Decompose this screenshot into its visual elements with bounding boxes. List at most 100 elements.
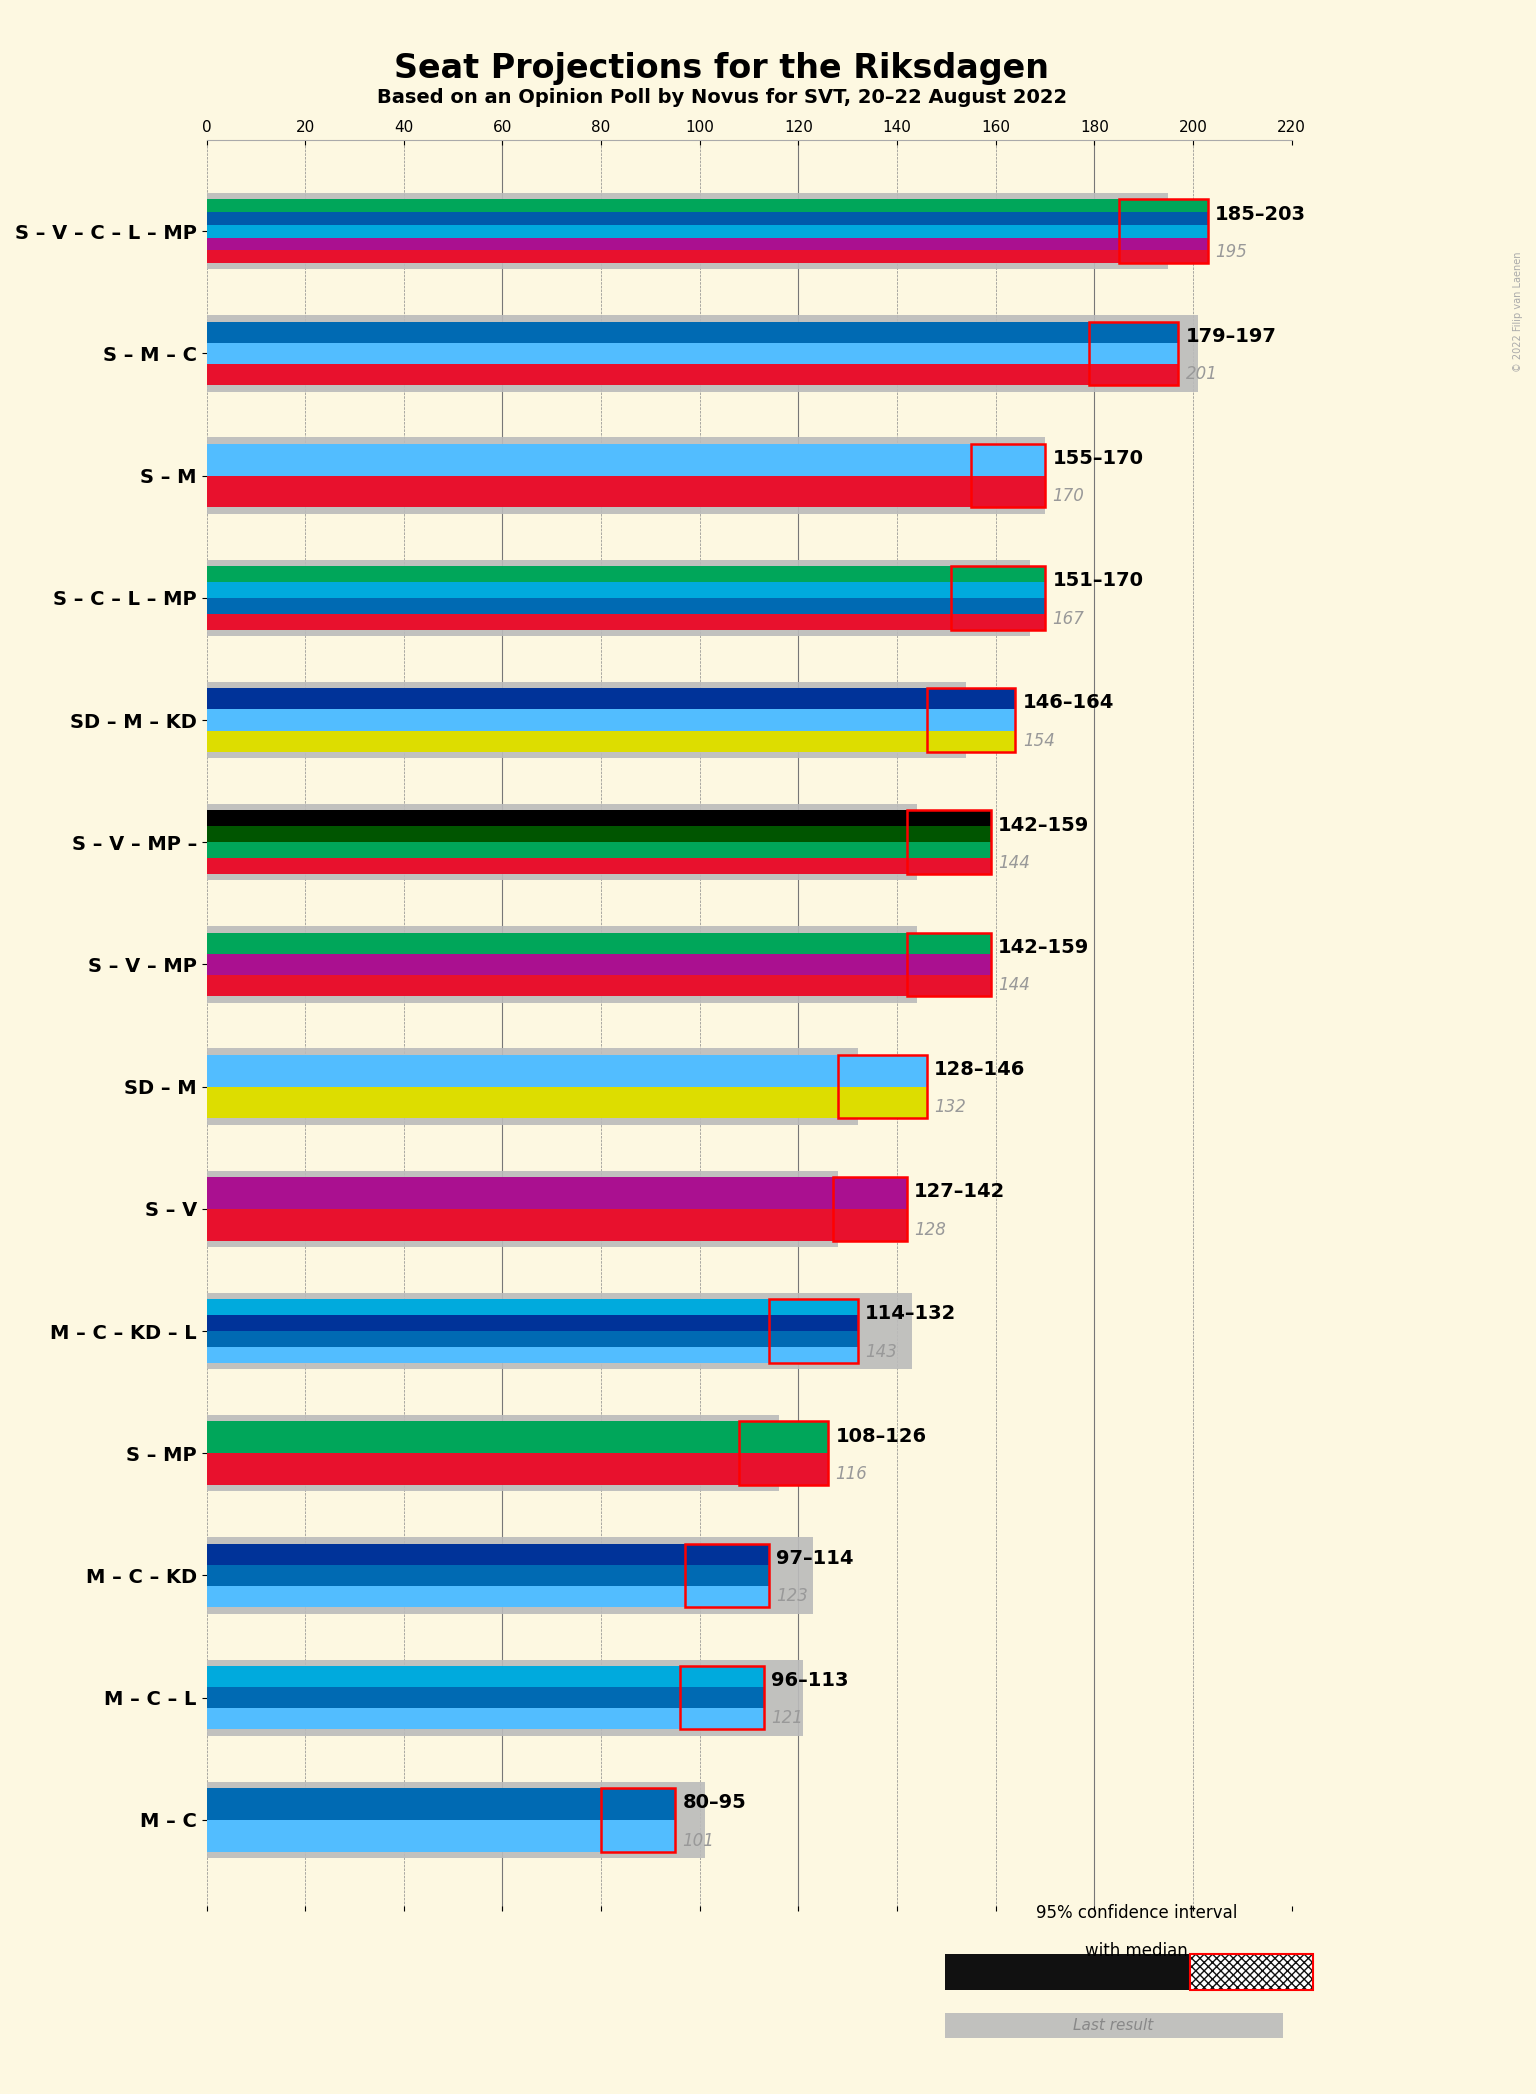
- Bar: [739, 1453, 828, 1485]
- Text: with median: with median: [1086, 1941, 1187, 1960]
- Bar: [207, 1782, 705, 1857]
- Bar: [1118, 237, 1207, 251]
- Bar: [926, 731, 1015, 752]
- Text: © 2022 Filip van Laenen: © 2022 Filip van Laenen: [1513, 251, 1522, 373]
- Bar: [1118, 224, 1207, 237]
- Bar: [207, 322, 1089, 343]
- Bar: [207, 1177, 833, 1208]
- Bar: [770, 1315, 857, 1332]
- Bar: [685, 1564, 770, 1585]
- Bar: [207, 1416, 779, 1491]
- Bar: [951, 565, 1044, 582]
- Bar: [951, 597, 1044, 614]
- Bar: [906, 976, 991, 997]
- Bar: [207, 193, 1169, 270]
- Bar: [906, 955, 991, 976]
- Text: 132: 132: [934, 1099, 966, 1116]
- Bar: [837, 1055, 926, 1087]
- Bar: [207, 597, 951, 614]
- Bar: [833, 1208, 906, 1240]
- Bar: [680, 1709, 763, 1730]
- Bar: [207, 1422, 739, 1453]
- Bar: [207, 565, 951, 582]
- Bar: [1089, 343, 1178, 364]
- Bar: [207, 614, 951, 630]
- Text: 195: 195: [1215, 243, 1247, 262]
- Bar: [207, 224, 1118, 237]
- Bar: [207, 1820, 601, 1851]
- Bar: [207, 1332, 770, 1346]
- Bar: [207, 1171, 837, 1246]
- Bar: [1190, 1954, 1313, 1989]
- Bar: [680, 1688, 763, 1709]
- Bar: [1118, 199, 1207, 264]
- Bar: [207, 1688, 680, 1709]
- Bar: [207, 444, 971, 475]
- Text: Last result: Last result: [1074, 2019, 1154, 2033]
- Text: 143: 143: [865, 1342, 897, 1361]
- Bar: [1118, 199, 1207, 211]
- Bar: [207, 1564, 685, 1585]
- Bar: [906, 827, 991, 842]
- Bar: [926, 710, 1015, 731]
- Bar: [207, 1543, 685, 1564]
- Text: 151–170: 151–170: [1052, 572, 1143, 591]
- Bar: [207, 1208, 833, 1240]
- Bar: [739, 1422, 828, 1453]
- Bar: [906, 810, 991, 873]
- Bar: [906, 842, 991, 859]
- Bar: [207, 316, 1198, 392]
- Bar: [207, 211, 1118, 224]
- Bar: [207, 343, 1089, 364]
- Bar: [685, 1543, 770, 1564]
- Text: 201: 201: [1186, 364, 1218, 383]
- Text: 116: 116: [836, 1466, 868, 1483]
- Bar: [906, 859, 991, 873]
- Bar: [601, 1820, 676, 1851]
- Bar: [601, 1788, 676, 1851]
- Bar: [837, 1087, 926, 1118]
- Text: 167: 167: [1052, 609, 1084, 628]
- Bar: [951, 614, 1044, 630]
- Bar: [207, 1298, 770, 1315]
- Bar: [971, 444, 1044, 507]
- Bar: [207, 731, 926, 752]
- Text: Based on an Opinion Poll by Novus for SVT, 20–22 August 2022: Based on an Opinion Poll by Novus for SV…: [376, 88, 1068, 107]
- Bar: [207, 1453, 739, 1485]
- Bar: [207, 859, 906, 873]
- Bar: [680, 1667, 763, 1730]
- Text: 179–197: 179–197: [1186, 327, 1276, 346]
- Bar: [971, 444, 1044, 475]
- Text: 142–159: 142–159: [998, 815, 1089, 836]
- Bar: [926, 689, 1015, 710]
- Text: 185–203: 185–203: [1215, 205, 1306, 224]
- Text: 121: 121: [771, 1709, 803, 1728]
- Bar: [207, 689, 926, 710]
- Bar: [906, 810, 991, 827]
- Bar: [601, 1788, 676, 1820]
- Text: 123: 123: [776, 1587, 808, 1606]
- Bar: [207, 251, 1118, 264]
- Bar: [1118, 211, 1207, 224]
- Bar: [207, 1585, 685, 1608]
- Text: 95% confidence interval: 95% confidence interval: [1035, 1903, 1238, 1922]
- Text: Seat Projections for the Riksdagen: Seat Projections for the Riksdagen: [395, 52, 1049, 86]
- Text: 144: 144: [998, 976, 1031, 995]
- Bar: [945, 1954, 1190, 1989]
- Text: 128: 128: [914, 1221, 946, 1238]
- Text: 128–146: 128–146: [934, 1060, 1026, 1078]
- Bar: [1089, 322, 1178, 385]
- Bar: [837, 1055, 926, 1118]
- Bar: [1190, 1954, 1313, 1989]
- Bar: [680, 1667, 763, 1688]
- Bar: [1089, 364, 1178, 385]
- Bar: [207, 1087, 837, 1118]
- Bar: [207, 926, 917, 1003]
- Bar: [207, 1667, 680, 1688]
- Bar: [906, 932, 991, 997]
- Bar: [971, 475, 1044, 507]
- Bar: [207, 842, 906, 859]
- Text: 155–170: 155–170: [1052, 448, 1143, 467]
- Bar: [207, 955, 906, 976]
- Bar: [207, 1055, 837, 1087]
